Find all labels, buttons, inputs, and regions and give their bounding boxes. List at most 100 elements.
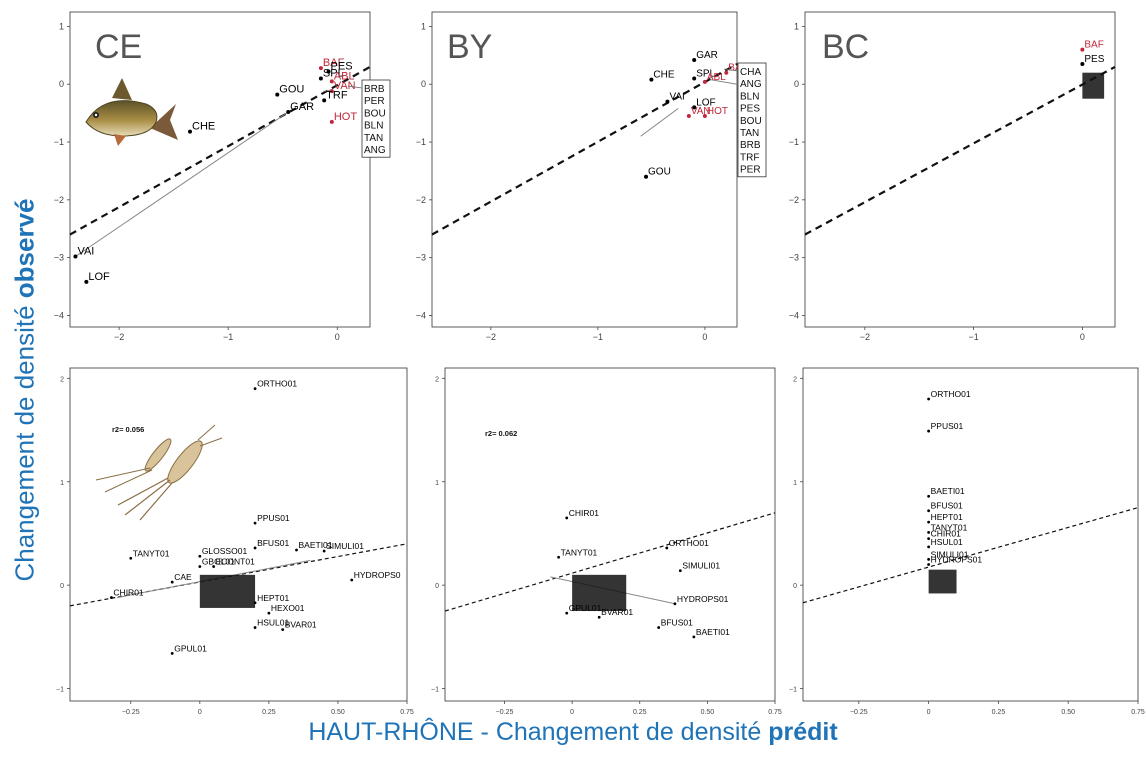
- point-label: PES: [331, 61, 353, 73]
- label-box-item: CHA: [740, 67, 761, 78]
- y-tick-label: 0: [421, 79, 426, 89]
- data-point: [329, 79, 334, 84]
- y-tick-label: 0: [793, 583, 797, 590]
- data-point: [565, 516, 569, 520]
- data-point: [267, 611, 271, 615]
- point-cluster: [572, 574, 627, 612]
- point-label: HYDROPS01: [677, 594, 729, 604]
- point-label: VAI: [669, 92, 684, 103]
- data-point: [212, 565, 216, 568]
- panel-title: BY: [447, 28, 492, 66]
- data-point: [692, 76, 697, 81]
- panel-frame: [69, 11, 371, 328]
- data-point: [253, 521, 257, 525]
- data-point: [702, 114, 707, 119]
- point-label: ORTHO01: [931, 389, 971, 399]
- point-label: VAI: [77, 245, 94, 257]
- point-label: HEXO01: [271, 603, 305, 613]
- chart-panel-2: 10−1−2−3−4−2−10GARBAFCHESPLABLVAILOFVANH…: [416, 11, 767, 342]
- data-point: [170, 580, 174, 584]
- data-point: [253, 387, 257, 391]
- data-point: [927, 429, 931, 433]
- x-tick-label: 0.75: [400, 709, 414, 716]
- x-tick-label: 0.25: [633, 709, 647, 716]
- data-point: [286, 109, 291, 114]
- data-point: [644, 174, 649, 179]
- point-label: TANYT01: [561, 547, 598, 557]
- point-label: HYDROPS0: [354, 570, 401, 580]
- x-tick-label: 0.50: [1061, 709, 1075, 716]
- point-label: ORTHO01: [669, 538, 709, 548]
- trend-line: [802, 507, 1139, 604]
- point-label: TANYT01: [133, 548, 170, 558]
- point-label: HOT: [334, 111, 358, 123]
- data-point: [295, 548, 298, 552]
- data-point: [281, 628, 285, 632]
- y-tick-label: 2: [793, 376, 797, 383]
- data-point: [678, 569, 682, 573]
- point-label: HSUL01: [931, 537, 963, 547]
- trend-line: [444, 512, 776, 612]
- y-tick-label: −2: [54, 195, 64, 205]
- point-label: BVAR01: [285, 620, 317, 630]
- point-label: BAF: [1084, 40, 1103, 51]
- x-tick-label: −1: [968, 332, 978, 342]
- chart-panel-6: 2 1 0 −1 −0.25 0 0.25 0.50 0.75 ORTHO01 PPUS01 BAET…: [789, 367, 1145, 716]
- data-point: [673, 602, 677, 606]
- point-label: VAN: [691, 106, 711, 117]
- point-cluster: [928, 569, 957, 594]
- point-label: HOT: [707, 106, 728, 117]
- trend-line: [804, 65, 1116, 236]
- x-tick-label: −2: [860, 332, 870, 342]
- data-point: [927, 557, 931, 561]
- label-box-item: PER: [364, 96, 385, 107]
- y-tick-label: −1: [789, 137, 799, 147]
- data-point: [692, 57, 697, 62]
- point-label: GBOL01: [202, 557, 235, 567]
- y-tick-label: −4: [54, 310, 64, 320]
- label-box-item: PES: [740, 104, 760, 115]
- connector-line: [710, 79, 738, 85]
- label-box-item: BRB: [740, 140, 761, 151]
- y-tick-label: 1: [421, 21, 426, 31]
- point-label: TANYT01: [931, 522, 968, 532]
- data-point: [927, 520, 931, 524]
- data-point: [110, 596, 113, 599]
- point-label: PPUS01: [257, 513, 290, 523]
- y-tick-label: −1: [416, 137, 426, 147]
- point-label: VAN: [334, 80, 356, 92]
- point-label: CHIR01: [569, 508, 600, 518]
- data-point: [322, 98, 327, 103]
- point-label: HEPT01: [257, 593, 289, 603]
- y-tick-label: −2: [789, 195, 799, 205]
- data-point: [198, 565, 202, 568]
- y-tick-label: −4: [416, 310, 426, 320]
- x-tick-label: 0: [1080, 332, 1085, 342]
- chart-panel-4: 2 1 0 −1 −0.25 0 0.25 0.50 0.75 ORTHO01 PPUS01 BFUS…: [56, 367, 414, 716]
- y-tick-label: 1: [794, 21, 799, 31]
- label-box-item: BLN: [364, 121, 383, 132]
- label-box-item: BOU: [740, 116, 762, 127]
- data-point: [927, 531, 931, 534]
- data-point: [318, 66, 323, 71]
- y-axis-label-text: Changement de densité: [9, 298, 40, 582]
- point-label: GAR: [696, 50, 718, 61]
- data-point: [686, 114, 691, 119]
- data-point: [329, 119, 334, 124]
- y-tick-label: 1: [435, 480, 439, 487]
- x-tick-label: 0: [198, 709, 202, 716]
- point-label: GPUL01: [569, 603, 602, 613]
- y-axis-label: Changement de densité observé: [2, 120, 48, 660]
- point-label: ECONT01: [216, 557, 255, 567]
- x-axis-label-bold: prédit: [768, 718, 838, 746]
- y-tick-label: 1: [60, 480, 64, 487]
- r2-annotation: r2= 0.056: [112, 425, 144, 434]
- x-tick-label: 0: [570, 709, 574, 716]
- trend-line: [69, 65, 371, 236]
- trend-line: [431, 63, 738, 236]
- data-point: [326, 69, 331, 74]
- point-label: PES: [1084, 54, 1104, 65]
- point-label: SIMULI01: [326, 541, 364, 551]
- y-tick-label: −3: [54, 253, 64, 263]
- data-point: [253, 601, 257, 605]
